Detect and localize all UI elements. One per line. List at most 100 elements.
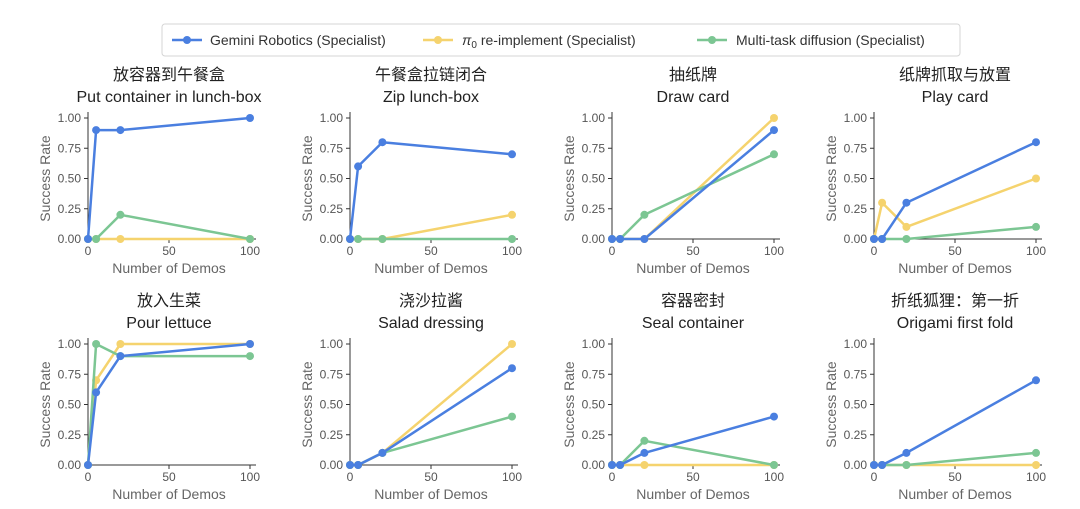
series-line: [348, 213, 514, 241]
series-line: [610, 128, 776, 241]
data-point: [92, 126, 101, 135]
y-axis-label: Success Rate: [37, 361, 53, 448]
data-point: [378, 235, 387, 243]
x-tick-label: 100: [502, 244, 522, 258]
data-point: [902, 222, 911, 231]
y-tick-label: 0.25: [58, 428, 82, 442]
x-axis-label: Number of Demos: [374, 260, 488, 276]
y-tick-label: 0.25: [58, 202, 82, 216]
y-tick-label: 0.50: [320, 398, 344, 412]
y-tick-label: 1.00: [844, 111, 868, 125]
subplot-4: 纸牌抓取与放置 Play card 0.00 0.25 0.50 0.75 1.00 0 50 1…: [823, 65, 1046, 276]
data-point: [508, 210, 516, 219]
subplot-8: 折纸狐狸：第一折 Origami first fold 0.00 0.25 0.50 0.…: [823, 291, 1046, 502]
y-tick-label: 0.50: [320, 172, 344, 186]
data-point: [616, 461, 625, 469]
series-line: [348, 342, 514, 467]
y-tick-label: 1.00: [320, 111, 344, 125]
data-point: [508, 235, 516, 243]
x-tick-label: 100: [764, 244, 784, 258]
series-line: [86, 342, 252, 467]
data-point: [246, 114, 254, 122]
data-point: [116, 235, 125, 243]
y-tick-label: 0.25: [320, 428, 344, 442]
subplot-title-zh: 抽纸牌: [669, 65, 717, 84]
data-point: [378, 448, 387, 457]
y-axis-label: Success Rate: [37, 135, 53, 222]
subplot-title: Play card: [922, 89, 989, 106]
series-line: [872, 140, 1038, 241]
y-tick-label: 0.00: [320, 458, 344, 472]
x-axis-label: Number of Demos: [112, 486, 226, 502]
data-point: [354, 162, 363, 171]
data-point: [902, 461, 911, 469]
y-axis-label: Success Rate: [823, 361, 839, 448]
data-point: [870, 235, 878, 243]
y-axis-label: Success Rate: [561, 361, 577, 448]
series-line: [86, 116, 252, 241]
series-line: [348, 140, 514, 241]
data-point: [640, 461, 649, 469]
series-line: [872, 177, 1038, 241]
x-tick-label: 100: [502, 470, 522, 484]
series-line: [872, 379, 1038, 467]
y-tick-label: 1.00: [320, 337, 344, 351]
series-line: [610, 415, 776, 467]
y-tick-label: 0.50: [58, 398, 82, 412]
x-tick-label: 0: [347, 244, 354, 258]
subplot-7: 容器密封 Seal container 0.00 0.25 0.50 0.75 1.00 0 5…: [561, 291, 784, 502]
x-tick-label: 0: [347, 470, 354, 484]
subplot-title-zh: 容器密封: [661, 291, 725, 310]
x-tick-label: 50: [948, 470, 962, 484]
data-point: [640, 235, 649, 243]
data-point: [346, 235, 354, 243]
y-tick-label: 0.00: [58, 458, 82, 472]
data-point: [878, 235, 887, 243]
x-axis-label: Number of Demos: [112, 260, 226, 276]
y-tick-label: 0.75: [844, 141, 868, 155]
subplot-1: 放容器到午餐盒 Put container in lunch-box 0.00 0.2…: [37, 65, 262, 276]
data-point: [508, 150, 516, 159]
x-tick-label: 100: [240, 244, 260, 258]
data-point: [116, 340, 125, 348]
y-tick-label: 0.00: [844, 458, 868, 472]
data-point: [92, 388, 101, 397]
subplot-title: Salad dressing: [378, 315, 484, 332]
x-axis-label: Number of Demos: [898, 260, 1012, 276]
x-tick-label: 100: [240, 470, 260, 484]
x-tick-label: 50: [162, 470, 176, 484]
y-tick-label: 0.75: [58, 367, 82, 381]
data-point: [378, 138, 387, 147]
data-point: [508, 364, 516, 373]
x-axis-label: Number of Demos: [636, 260, 750, 276]
y-tick-label: 0.50: [844, 398, 868, 412]
y-axis-label: Success Rate: [561, 135, 577, 222]
x-tick-label: 50: [948, 244, 962, 258]
data-point: [770, 114, 778, 122]
y-tick-label: 1.00: [58, 111, 82, 125]
y-axis-label: Success Rate: [299, 361, 315, 448]
y-tick-label: 0.50: [582, 398, 606, 412]
legend-marker-pi0: [434, 36, 442, 44]
y-tick-label: 0.75: [582, 367, 606, 381]
series-line: [610, 116, 776, 241]
y-tick-label: 0.00: [320, 232, 344, 246]
series-line: [872, 451, 1038, 467]
data-point: [354, 461, 363, 469]
data-point: [770, 150, 778, 159]
data-point: [92, 235, 101, 243]
series-line: [86, 342, 252, 467]
subplot-3: 抽纸牌 Draw card 0.00 0.25 0.50 0.75 1.00 0 50 100 Nu…: [561, 65, 784, 276]
y-tick-label: 0.50: [844, 172, 868, 186]
y-tick-label: 0.25: [844, 428, 868, 442]
data-point: [84, 235, 92, 243]
subplot-2: 午餐盒拉链闭合 Zip lunch-box 0.00 0.25 0.50 0.75 1.00…: [299, 65, 522, 276]
x-tick-label: 50: [424, 244, 438, 258]
data-point: [246, 235, 254, 243]
data-point: [770, 126, 778, 135]
legend-marker-diffusion: [708, 36, 716, 44]
y-axis-label: Success Rate: [823, 135, 839, 222]
y-tick-label: 0.00: [582, 458, 606, 472]
subplot-title-zh: 放容器到午餐盒: [113, 65, 225, 84]
series-line: [348, 366, 514, 467]
